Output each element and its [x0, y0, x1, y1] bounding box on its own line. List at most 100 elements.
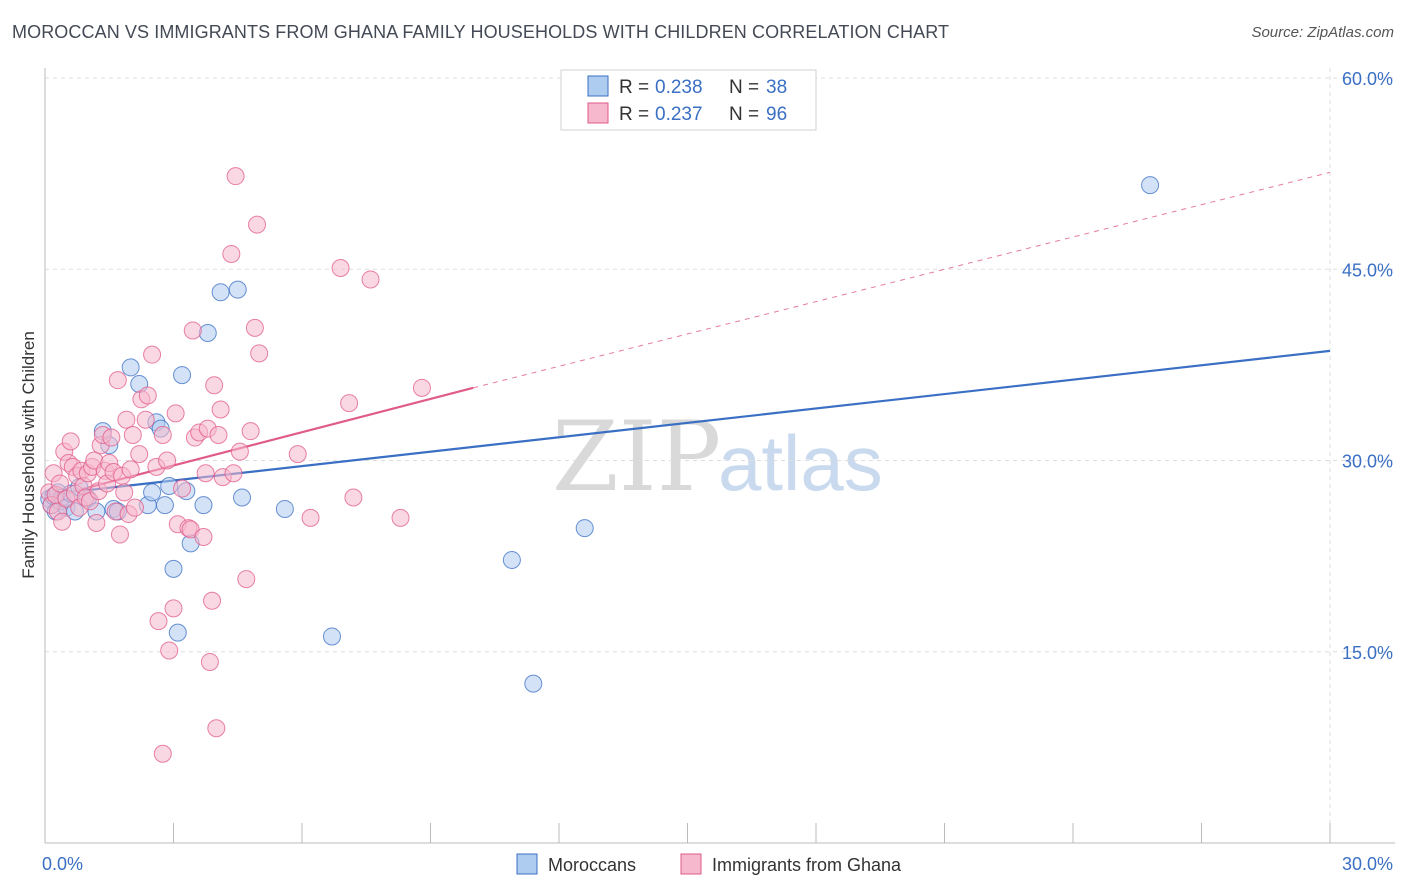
- ghana-point: [207, 719, 226, 738]
- ghana-point: [166, 404, 185, 423]
- moroccans-point: [198, 324, 217, 342]
- ghana-point: [153, 744, 172, 763]
- ghana-point: [391, 508, 410, 527]
- ghana-point: [136, 410, 155, 429]
- legend-r-label-1: R =: [619, 77, 649, 98]
- x-tick-label-max: 30.0%: [1342, 854, 1393, 874]
- ghana-point: [340, 394, 359, 413]
- ghana-trend-extension: [473, 171, 1331, 389]
- ghana-point: [361, 270, 380, 289]
- y-tick-label-30: 30.0%: [1342, 452, 1393, 472]
- ghana-point: [117, 410, 136, 429]
- moroccans-point: [233, 488, 252, 507]
- watermark-zip: ZIP: [552, 401, 721, 513]
- ghana-point: [87, 513, 106, 532]
- moroccans-trend-line: [44, 349, 1331, 497]
- moroccans-point: [121, 358, 140, 377]
- moroccans-point: [524, 674, 543, 693]
- data-points: [40, 167, 1160, 763]
- ghana-point: [196, 464, 215, 483]
- legend-n-value-1: 38: [766, 77, 787, 98]
- ghana-point: [102, 428, 121, 447]
- ghana-point: [164, 599, 183, 618]
- moroccans-point: [322, 627, 341, 646]
- axes: [44, 68, 1395, 844]
- ghana-point: [301, 508, 320, 527]
- moroccans-point: [194, 496, 213, 515]
- ghana-point: [200, 652, 219, 671]
- ghana-point: [53, 512, 72, 531]
- legend-r-label-2: R =: [619, 104, 649, 125]
- y-tick-label-15: 15.0%: [1342, 643, 1393, 663]
- ghana-point: [241, 422, 260, 441]
- bottom-legend-swatch-moroccans: [516, 853, 538, 875]
- ghana-point: [245, 318, 264, 337]
- y-tick-label-45: 45.0%: [1342, 260, 1393, 280]
- watermark: ZIP atlas: [552, 401, 883, 513]
- ghana-point: [224, 464, 243, 483]
- ghana-point: [237, 570, 256, 589]
- chart-title: MOROCCAN VS IMMIGRANTS FROM GHANA FAMILY…: [12, 22, 950, 42]
- moroccans-point: [275, 499, 294, 518]
- ghana-point: [50, 474, 69, 493]
- legend-n-label-2: N =: [729, 104, 759, 125]
- y-tick-label-60: 60.0%: [1342, 69, 1393, 89]
- moroccans-point: [143, 483, 162, 502]
- series-legend: Moroccans Immigrants from Ghana: [516, 853, 902, 875]
- ghana-point: [108, 371, 127, 390]
- ghana-point: [194, 528, 213, 546]
- ghana-point: [226, 167, 245, 186]
- legend-r-value-2: 0.237: [655, 104, 703, 125]
- ghana-point: [153, 426, 172, 444]
- moroccans-point: [575, 519, 594, 538]
- ghana-point: [183, 321, 202, 340]
- ghana-point: [61, 432, 80, 451]
- bottom-legend-ghana: Immigrants from Ghana: [712, 855, 902, 875]
- y-axis-label: Family Households with Children: [19, 331, 38, 579]
- ghana-point: [110, 525, 129, 544]
- legend-r-value-1: 0.238: [655, 77, 703, 98]
- ghana-point: [331, 258, 350, 277]
- ghana-point: [288, 445, 307, 464]
- ghana-point: [173, 479, 192, 498]
- bottom-legend-moroccans: Moroccans: [548, 855, 636, 875]
- ghana-point: [248, 215, 267, 234]
- moroccans-point: [228, 280, 247, 299]
- ghana-point: [412, 378, 431, 397]
- watermark-atlas: atlas: [718, 419, 883, 507]
- ghana-point: [149, 612, 168, 631]
- ghana-point: [222, 244, 241, 263]
- legend-swatch-ghana: [587, 102, 609, 124]
- moroccans-point: [211, 283, 230, 302]
- moroccans-point: [155, 496, 174, 515]
- correlation-legend: R = 0.238 N = 38 R = 0.237 N = 96: [560, 69, 817, 131]
- ghana-point: [121, 460, 140, 479]
- ghana-point: [138, 386, 157, 405]
- ghana-point: [211, 400, 230, 419]
- ghana-point: [115, 483, 134, 502]
- moroccans-point: [168, 623, 187, 642]
- legend-swatch-moroccans: [587, 75, 609, 97]
- source-label: Source: ZipAtlas.com: [1251, 24, 1394, 41]
- ghana-point: [160, 641, 179, 660]
- ghana-point: [203, 591, 222, 610]
- x-tick-label-min: 0.0%: [42, 854, 83, 874]
- moroccans-point: [173, 366, 192, 385]
- tick-labels: 15.0% 30.0% 45.0% 60.0% 0.0% 30.0%: [42, 69, 1393, 874]
- legend-n-value-2: 96: [766, 104, 787, 125]
- ghana-point: [123, 426, 142, 444]
- ghana-point: [250, 344, 269, 363]
- ghana-point: [344, 488, 363, 507]
- moroccans-point: [164, 559, 183, 578]
- legend-n-label-1: N =: [729, 77, 759, 98]
- ghana-point: [230, 442, 249, 461]
- moroccans-point: [1141, 176, 1160, 195]
- ghana-point: [205, 376, 224, 395]
- ghana-point: [158, 451, 177, 470]
- bottom-legend-swatch-ghana: [680, 853, 702, 875]
- moroccans-point: [502, 550, 521, 569]
- ghana-point: [209, 426, 228, 444]
- ghana-point: [125, 498, 144, 517]
- ghana-point: [143, 345, 162, 364]
